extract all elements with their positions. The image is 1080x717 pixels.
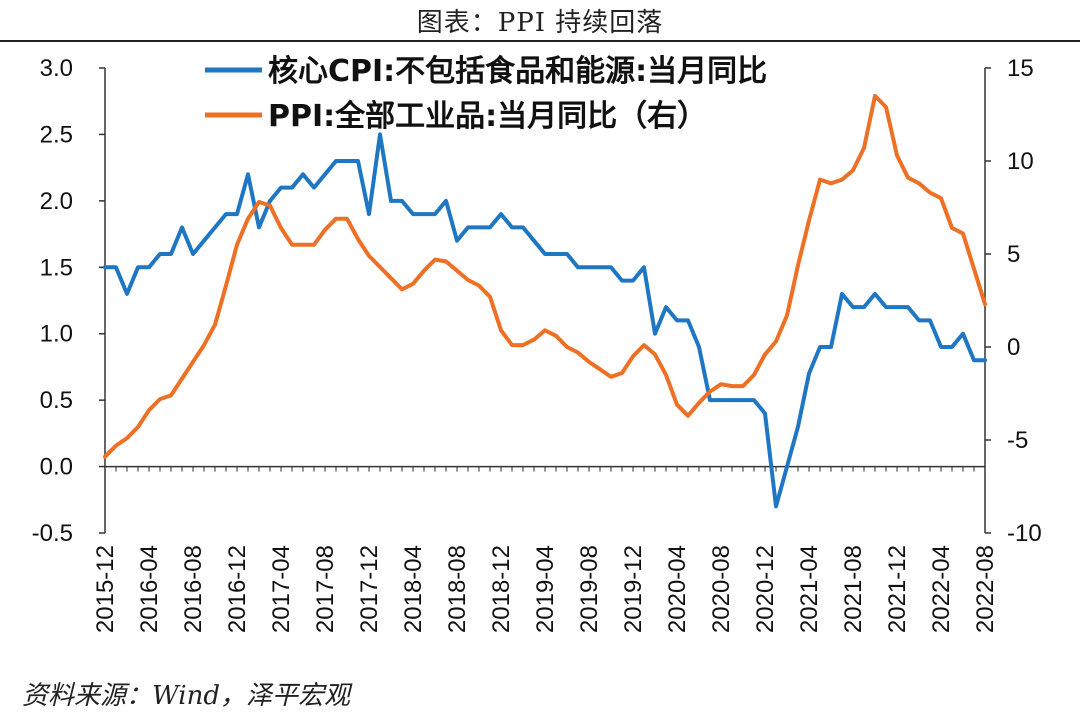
right-tick-label: 10 [1007, 148, 1034, 175]
series-lines [103, 93, 987, 509]
left-tick-label: 2.5 [40, 121, 73, 148]
x-tick-label: 2016-12 [224, 545, 251, 633]
series-ppi [103, 93, 987, 459]
series-core-cpi [103, 132, 987, 509]
right-tick-label: 0 [1007, 334, 1020, 361]
source-note: 资料来源：Wind，泽平宏观 [22, 681, 350, 711]
x-tick-label: 2018-12 [488, 545, 515, 633]
x-tick-label: 2022-04 [928, 545, 955, 633]
chart-title: 图表：PPI 持续回落 [416, 8, 664, 38]
x-tick-label: 2018-04 [400, 545, 427, 633]
left-tick-label: 3.0 [40, 55, 73, 82]
right-tick-label: 15 [1007, 55, 1034, 82]
left-tick-label: -0.5 [32, 520, 73, 547]
x-tick-label: 2022-08 [972, 545, 999, 633]
left-tick-label: 0.0 [40, 454, 73, 481]
right-tick-label: -10 [1007, 520, 1042, 547]
left-tick-label: 0.5 [40, 387, 73, 414]
x-tick-label: 2020-08 [708, 545, 735, 633]
x-tick-label: 2019-12 [620, 545, 647, 633]
x-tick-label: 2021-08 [840, 545, 867, 633]
core-cpi-line [103, 132, 987, 509]
axes: -0.5 0.0 0.5 1.0 1.5 2.0 2.5 3.0 -10 -5 0 5 10 15 2015… [32, 55, 1042, 633]
x-tick-label: 2019-08 [576, 545, 603, 633]
x-tick-label: 2016-04 [136, 545, 163, 633]
x-tick-label: 2015-12 [92, 545, 119, 633]
left-tick-label: 1.5 [40, 254, 73, 281]
legend-label-ppi: PPI:全部工业品:当月同比（右） [268, 99, 707, 134]
right-tick-label: -5 [1007, 427, 1028, 454]
x-tick-label: 2017-12 [356, 545, 383, 633]
x-tick-label: 2021-04 [796, 545, 823, 633]
x-tick-label: 2016-08 [180, 545, 207, 633]
ppi-line [103, 93, 987, 459]
legend-label-core-cpi: 核心CPI:不包括食品和能源:当月同比 [268, 54, 767, 89]
title-divider [0, 40, 1080, 42]
legend: 核心CPI:不包括食品和能源:当月同比 PPI:全部工业品:当月同比（右） [205, 54, 767, 134]
left-tick-label: 1.0 [40, 321, 73, 348]
x-tick-label: 2017-08 [312, 545, 339, 633]
x-tick-label: 2020-04 [664, 545, 691, 633]
right-tick-label: 5 [1007, 241, 1020, 268]
x-tick-label: 2019-04 [532, 545, 559, 633]
x-tick-label: 2020-12 [752, 545, 779, 633]
x-tick-label: 2018-08 [444, 545, 471, 633]
x-tick-label: 2021-12 [884, 545, 911, 633]
left-tick-label: 2.0 [40, 188, 73, 215]
x-tick-label: 2017-04 [268, 545, 295, 633]
